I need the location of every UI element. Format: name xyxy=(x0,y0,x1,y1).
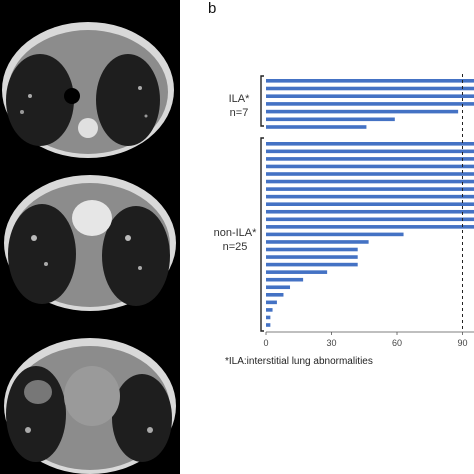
bar-non-ila-7 xyxy=(266,187,474,191)
bar-ila-3 xyxy=(266,94,474,98)
group-name-ila: ILA* xyxy=(228,93,250,105)
bracket-non-ila xyxy=(260,137,264,332)
bar-non-ila-4 xyxy=(266,164,474,169)
axis-layer: 0 30 60 90 xyxy=(260,74,474,348)
bar-non-ila-21 xyxy=(266,293,284,297)
ct-slice-upper xyxy=(0,8,180,160)
bar-non-ila-9 xyxy=(266,202,474,206)
bar-non-ila-6 xyxy=(266,179,474,184)
bracket-ila xyxy=(260,75,264,127)
bar-non-ila-14 xyxy=(266,240,369,244)
panel-b-letter: b xyxy=(208,0,217,17)
bar-non-ila-17 xyxy=(266,262,358,267)
group-count-ila: n=7 xyxy=(229,107,249,119)
bar-ila-2 xyxy=(266,86,474,91)
bar-non-ila-22 xyxy=(266,300,277,305)
ct-slice-lower xyxy=(0,326,180,474)
bar-non-ila-11 xyxy=(266,217,474,222)
bar-non-ila-19 xyxy=(266,277,304,282)
bar-non-ila-12 xyxy=(266,225,474,229)
group-name-non-ila: non-ILA* xyxy=(213,227,257,239)
bar-non-ila-24 xyxy=(266,315,271,320)
group-label-non-ila: non-ILA* n=25 xyxy=(206,226,264,254)
bar-ila-4 xyxy=(266,102,474,106)
group-label-ila: ILA* n=7 xyxy=(214,92,264,120)
bar-non-ila-2 xyxy=(266,149,474,154)
footnote: *ILA:interstitial lung abnormalities xyxy=(225,356,373,367)
bar-non-ila-25 xyxy=(266,323,271,327)
x-tick-label-30: 30 xyxy=(326,338,336,348)
ct-image-panel xyxy=(0,0,180,474)
x-tick-label-60: 60 xyxy=(392,338,402,348)
bar-non-ila-13 xyxy=(266,232,404,237)
x-tick-label-0: 0 xyxy=(263,338,268,348)
bar-non-ila-16 xyxy=(266,255,358,259)
bar-non-ila-23 xyxy=(266,308,273,312)
bar-non-ila-20 xyxy=(266,285,291,290)
bar-non-ila-5 xyxy=(266,172,474,176)
bar-non-ila-15 xyxy=(266,247,358,252)
bar-non-ila-3 xyxy=(266,157,474,161)
group-count-non-ila: n=25 xyxy=(222,241,248,253)
bar-non-ila-10 xyxy=(266,209,474,214)
bar-ila-5 xyxy=(266,109,459,114)
bar-ila-7 xyxy=(266,125,367,129)
bar-ila-6 xyxy=(266,117,395,122)
bars-layer xyxy=(266,79,474,327)
x-tick-label-90: 90 xyxy=(457,338,467,348)
bar-non-ila-1 xyxy=(266,142,474,146)
bar-non-ila-8 xyxy=(266,194,474,199)
ct-slice-middle xyxy=(0,168,180,318)
bar-non-ila-18 xyxy=(266,270,328,274)
bar-ila-1 xyxy=(266,79,474,83)
